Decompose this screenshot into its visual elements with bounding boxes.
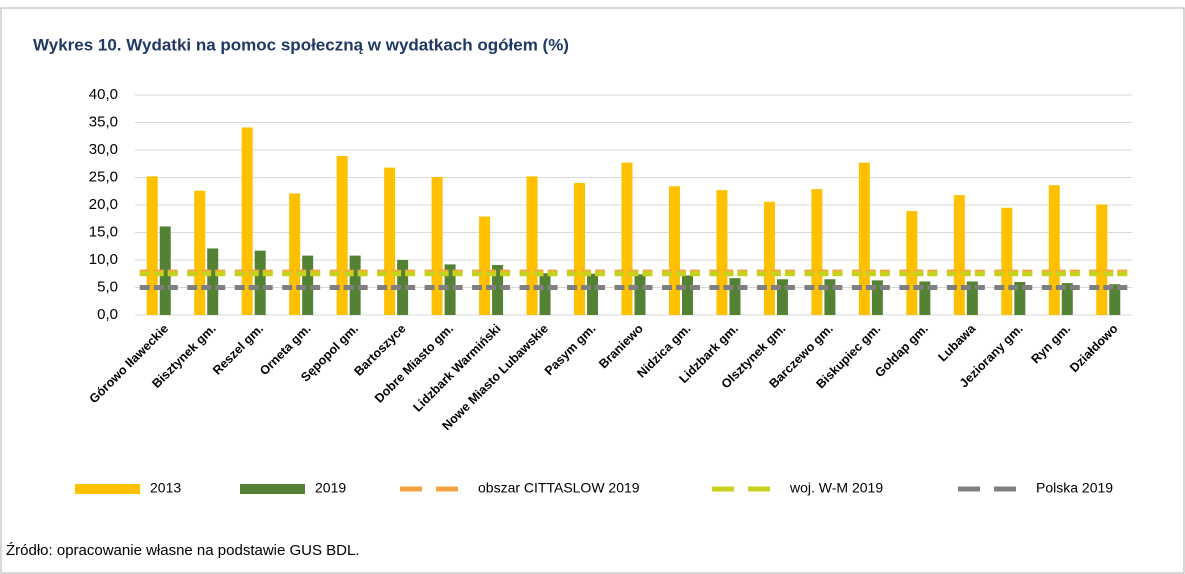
bar	[444, 264, 456, 315]
bar	[681, 275, 693, 315]
source-note: Źródło: opracowanie własne na podstawie …	[6, 542, 360, 559]
bar	[811, 189, 823, 315]
bar	[159, 226, 171, 315]
y-tick-label: 20,0	[89, 196, 118, 213]
y-tick-label: 30,0	[89, 141, 118, 158]
bar	[146, 176, 158, 315]
bar	[729, 278, 741, 315]
bar	[763, 201, 775, 315]
legend-swatch	[240, 484, 305, 494]
bar	[776, 279, 788, 315]
y-tick-label: 0,0	[97, 306, 118, 323]
y-tick-label: 25,0	[89, 168, 118, 185]
bar	[574, 183, 586, 315]
legend-label: 2013	[150, 480, 181, 496]
bar	[336, 156, 348, 315]
bar	[634, 274, 646, 315]
bar	[349, 255, 361, 315]
bar	[1061, 283, 1073, 315]
bar	[397, 260, 409, 315]
bar	[207, 248, 219, 315]
bar	[953, 195, 965, 315]
bar	[254, 250, 266, 315]
bar	[858, 162, 870, 315]
y-tick-label: 40,0	[89, 86, 118, 103]
bar	[431, 176, 443, 315]
bar	[479, 216, 491, 315]
bar	[871, 280, 883, 315]
bar	[539, 273, 551, 315]
bar	[587, 273, 599, 315]
bar	[492, 264, 504, 315]
bar	[906, 211, 918, 315]
bar	[824, 279, 836, 315]
legend-swatch	[75, 484, 140, 494]
bar	[716, 190, 728, 315]
bar	[289, 193, 301, 315]
bar	[1014, 282, 1026, 315]
bar	[194, 190, 206, 315]
bar	[966, 281, 978, 315]
y-tick-label: 35,0	[89, 113, 118, 130]
y-tick-label: 10,0	[89, 251, 118, 268]
bar	[1109, 284, 1121, 315]
bar	[668, 186, 680, 315]
legend-label: Polska 2019	[1036, 480, 1113, 496]
bar	[241, 127, 253, 315]
bar	[526, 176, 538, 315]
bar	[302, 255, 314, 315]
bar	[1001, 207, 1013, 315]
legend-label: woj. W-M 2019	[789, 480, 883, 496]
bar	[621, 162, 633, 315]
y-tick-label: 5,0	[97, 278, 118, 295]
bar	[384, 167, 396, 315]
bar	[1048, 185, 1060, 315]
legend-label: obszar CITTASLOW 2019	[478, 480, 640, 496]
y-tick-label: 15,0	[89, 223, 118, 240]
chart-title: Wykres 10. Wydatki na pomoc społeczną w …	[33, 35, 569, 54]
bar	[919, 281, 931, 315]
legend-label: 2019	[315, 480, 346, 496]
bar	[1096, 204, 1108, 315]
